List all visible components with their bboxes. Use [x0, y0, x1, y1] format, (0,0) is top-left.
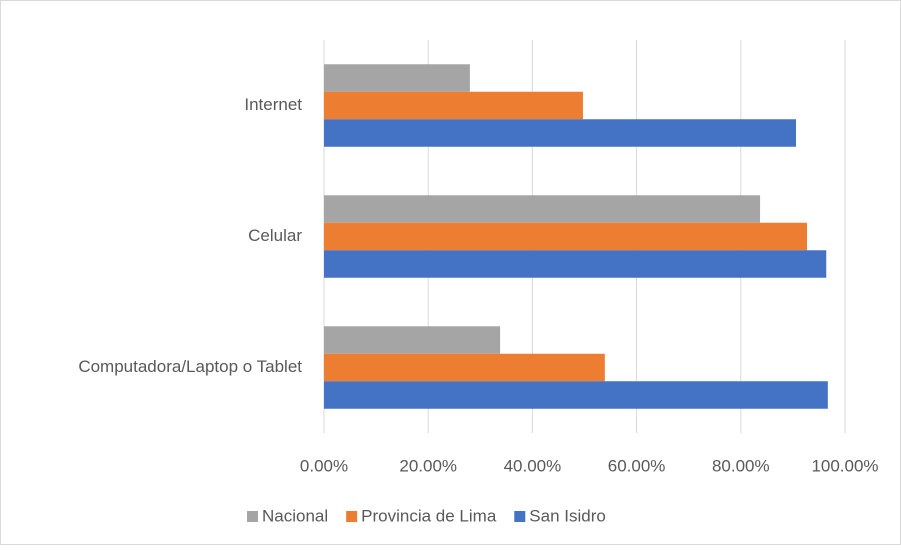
legend-swatch: [514, 511, 526, 522]
bar: [324, 250, 827, 278]
y-tick-label: Internet: [244, 95, 302, 114]
x-tick-label: 0.00%: [300, 456, 348, 475]
bar: [324, 91, 583, 120]
bar: [324, 222, 807, 251]
bar: [324, 381, 828, 409]
legend-label: Nacional: [262, 506, 328, 525]
x-tick-label: 80.00%: [712, 456, 770, 475]
legend-swatch: [247, 511, 258, 522]
legend-swatch: [346, 511, 358, 522]
y-tick-label: Computadora/Laptop o Tablet: [78, 357, 302, 376]
x-tick-label: 60.00%: [608, 456, 666, 475]
x-tick-label: 20.00%: [399, 456, 457, 475]
x-tick-label: 100.00%: [811, 456, 878, 475]
bar: [324, 326, 501, 354]
legend-label: Provincia de Lima: [361, 506, 497, 525]
y-tick-label: Celular: [248, 226, 302, 245]
bar: [324, 119, 797, 147]
bar: [324, 64, 470, 92]
legend-label: San Isidro: [529, 506, 606, 525]
x-tick-label: 40.00%: [504, 456, 562, 475]
bar: [324, 353, 605, 382]
bar: [324, 195, 761, 223]
